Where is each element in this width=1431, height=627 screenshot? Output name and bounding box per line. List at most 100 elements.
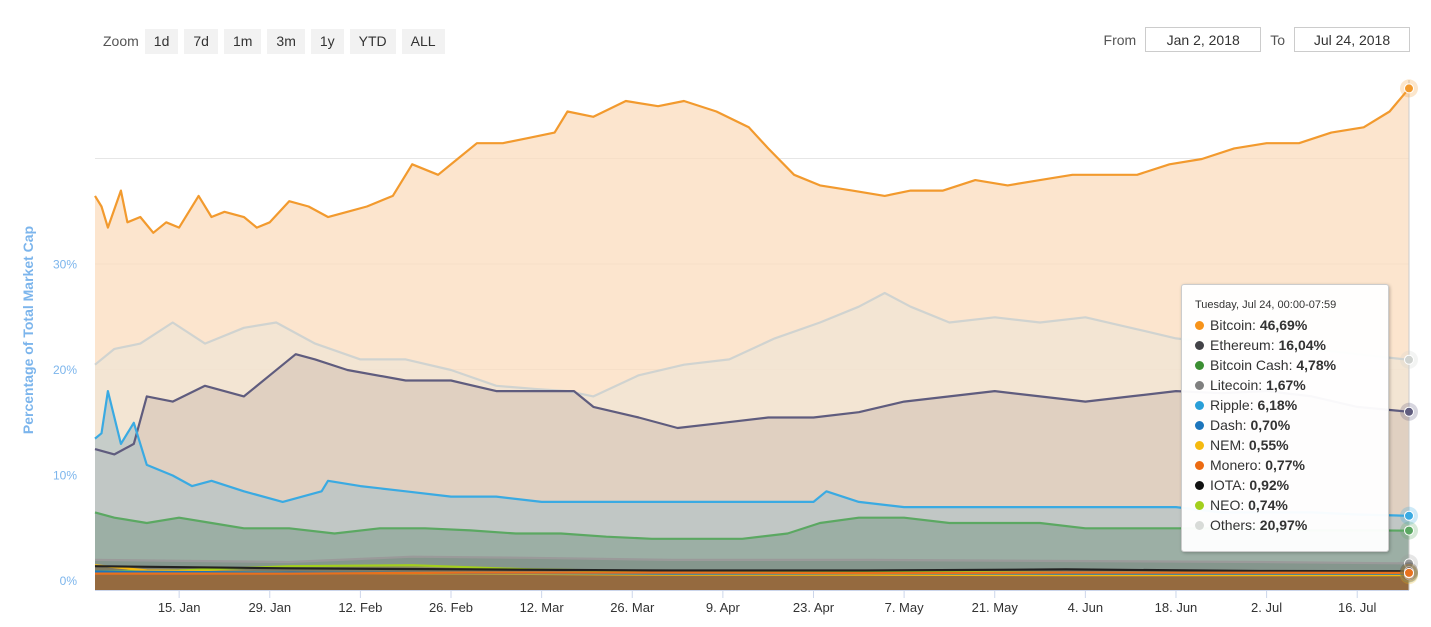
x-tick-label: 2. Jul (1251, 600, 1282, 615)
litecoin-line (94, 555, 1410, 565)
tooltip-row-value: 0,74% (1248, 497, 1288, 513)
tooltip-row-label: Dash: (1210, 417, 1251, 433)
chart-axes: 0% 10% 20% 30% 15. Jan 29. Jan 12. Feb 26. Feb 1… (53, 80, 1410, 615)
tooltip-row-label: IOTA: (1210, 477, 1250, 493)
bitcoin-end-marker (1404, 83, 1414, 94)
tooltip-rows: Bitcoin: 46,69% Ethereum: 16,04% Bitcoin C… (1195, 315, 1376, 535)
tooltip-row: Ripple: 6,18% (1195, 395, 1376, 415)
tooltip-row-value: 4,78% (1296, 357, 1337, 373)
y-axis-title: Percentage of Total Market Cap (20, 226, 36, 434)
iota-line (94, 565, 1410, 573)
tooltip-row-value: 6,18% (1257, 397, 1298, 413)
zoom-1y-button[interactable]: 1y (310, 28, 344, 54)
x-tick-label: 4. Jun (1068, 600, 1103, 615)
zoom-label: Zoom (103, 33, 139, 49)
series-dot-icon (1195, 341, 1204, 350)
chart-areas (95, 88, 1409, 591)
others-end-marker (1404, 354, 1414, 365)
zoom-7d-button[interactable]: 7d (184, 28, 218, 54)
ethereum-line (94, 353, 1410, 456)
series-dot-icon (1195, 461, 1204, 470)
tooltip: Tuesday, Jul 24, 00:00-07:59 Bitcoin: 46… (1181, 284, 1389, 552)
bitcoin-cash-line (94, 511, 1410, 540)
x-tick-label: 16. Jul (1338, 600, 1376, 615)
tooltip-row-value: 46,69% (1259, 317, 1308, 333)
x-tick-label: 29. Jan (248, 600, 291, 615)
ripple-end-marker (1404, 510, 1414, 521)
tooltip-row: NEM: 0,55% (1195, 435, 1376, 455)
tooltip-row: Others: 20,97% (1195, 515, 1376, 535)
series-dot-icon (1195, 361, 1204, 370)
y-tick-label: 30% (53, 258, 77, 272)
bitcoin-line (94, 87, 1410, 234)
tooltip-row: Ethereum: 16,04% (1195, 335, 1376, 355)
series-dot-icon (1195, 501, 1204, 510)
zoom-3m-button[interactable]: 3m (267, 28, 305, 54)
y-tick-label: 10% (53, 469, 77, 483)
zoom-bar: Zoom 1d 7d 1m 3m 1y YTD ALL (103, 28, 451, 54)
series-dot-icon (1195, 481, 1204, 490)
tooltip-row-label: Others: (1210, 517, 1260, 533)
others-line (94, 291, 1410, 398)
series-dot-icon (1195, 401, 1204, 410)
series-dot-icon (1195, 521, 1204, 530)
tooltip-row-label: Bitcoin: (1210, 317, 1260, 333)
x-tick-label: 21. May (972, 600, 1019, 615)
chart-end-markers (1400, 79, 1418, 585)
from-label: From (1103, 31, 1137, 48)
x-tick-label: 26. Mar (610, 600, 655, 615)
zoom-all-button[interactable]: ALL (401, 28, 445, 54)
tooltip-row-value: 0,55% (1248, 437, 1289, 453)
tooltip-row-value: 16,04% (1278, 337, 1326, 353)
tooltip-row-value: 0,77% (1265, 457, 1305, 473)
tooltip-row-value: 0,70% (1250, 417, 1291, 433)
tooltip-row: Bitcoin: 46,69% (1195, 315, 1376, 335)
tooltip-row: Monero: 0,77% (1195, 455, 1376, 475)
y-tick-label: 0% (60, 574, 78, 588)
monero-end-marker (1404, 567, 1414, 578)
tooltip-row-label: NEO: (1210, 497, 1249, 513)
x-tick-label: 7. May (885, 600, 925, 615)
monero-line (95, 571, 1410, 575)
series-dot-icon (1195, 441, 1204, 450)
to-date-input[interactable] (1294, 27, 1410, 52)
zoom-1m-button[interactable]: 1m (223, 28, 262, 54)
zoom-ytd-button[interactable]: YTD (349, 28, 396, 54)
tooltip-row-label: Ethereum: (1210, 337, 1279, 353)
tooltip-row-value: 1,67% (1266, 377, 1306, 393)
tooltip-row: IOTA: 0,92% (1195, 475, 1376, 495)
series-dot-icon (1195, 381, 1204, 390)
x-tick-label: 26. Feb (429, 600, 473, 615)
monero-area (95, 572, 1409, 590)
series-dot-icon (1195, 421, 1204, 430)
series-dot-icon (1195, 321, 1204, 330)
ethereum-end-marker (1404, 406, 1414, 417)
x-tick-label: 12. Feb (338, 600, 382, 615)
bitcoin-cash-end-marker (1404, 525, 1414, 536)
x-tick-label: 12. Mar (520, 600, 565, 615)
ripple-line (94, 390, 1410, 517)
date-range-selector: From To (1095, 27, 1410, 52)
tooltip-row-label: Monero: (1210, 457, 1266, 473)
x-tick-label: 18. Jun (1155, 600, 1198, 615)
tooltip-row: Dash: 0,70% (1195, 415, 1376, 435)
tooltip-row-value: 20,97% (1259, 517, 1308, 533)
x-tick-label: 23. Apr (793, 600, 835, 615)
zoom-1d-button[interactable]: 1d (144, 28, 179, 54)
tooltip-row: NEO: 0,74% (1195, 495, 1376, 515)
tooltip-header: Tuesday, Jul 24, 00:00-07:59 (1195, 299, 1337, 311)
tooltip-row-label: Bitcoin Cash: (1210, 357, 1297, 373)
tooltip-row-label: Ripple: (1210, 397, 1258, 413)
from-date-input[interactable] (1145, 27, 1262, 52)
x-tick-label: 15. Jan (158, 600, 201, 615)
tooltip-row-label: Litecoin: (1210, 377, 1267, 393)
tooltip-row-value: 0,92% (1249, 477, 1290, 493)
x-tick-label: 9. Apr (706, 600, 741, 615)
to-label: To (1270, 31, 1285, 48)
y-tick-label: 20% (53, 363, 77, 377)
tooltip-row-label: NEM: (1210, 437, 1249, 453)
tooltip-row: Litecoin: 1,67% (1195, 375, 1376, 395)
tooltip-row: Bitcoin Cash: 4,78% (1195, 355, 1376, 375)
chart-lines (94, 87, 1410, 577)
